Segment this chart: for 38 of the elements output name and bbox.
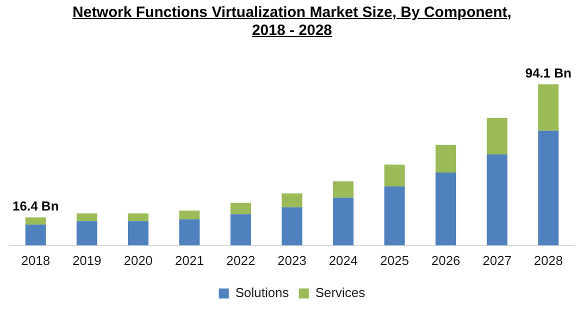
bar: [538, 84, 559, 131]
annotation: 94.1 Bn: [525, 65, 572, 80]
bar: [333, 181, 354, 198]
bar: [384, 186, 405, 246]
x-tick-label: 2023: [278, 252, 306, 268]
x-tick-label: 2019: [72, 252, 102, 268]
x-tick-label: 2020: [124, 252, 153, 268]
bar: [333, 198, 354, 246]
bar: [179, 210, 200, 220]
bar: [230, 214, 251, 246]
annotation: 16.4 Bn: [12, 198, 59, 214]
bar: [486, 154, 508, 246]
x-tick-label: 2018: [21, 252, 50, 268]
bar: [179, 219, 200, 246]
bar: [436, 144, 456, 173]
bar: [76, 221, 98, 246]
bar: [538, 130, 559, 246]
bar: [25, 224, 46, 246]
legend-label: Services: [315, 285, 366, 300]
chart-title: Network Functions Virtualization Market Size, By Component, 2018 - 2028: [72, 3, 512, 41]
bar: [128, 221, 148, 246]
x-tick-label: 2021: [174, 252, 204, 268]
bar: [76, 213, 98, 222]
x-tick-label: 2022: [226, 252, 256, 268]
bar: [25, 217, 46, 225]
legend-label: Solutions: [235, 285, 290, 300]
x-tick-label: 2028: [534, 252, 563, 268]
bar: [282, 193, 302, 208]
bar: [128, 213, 148, 222]
x-tick-label: 2025: [380, 252, 410, 268]
x-tick-label: 2024: [328, 252, 358, 268]
x-tick-label: 2026: [431, 252, 460, 268]
bar: [282, 207, 302, 246]
bar: [486, 118, 508, 154]
bar: [384, 164, 405, 186]
x-tick-label: 2027: [482, 252, 512, 268]
bar: [436, 172, 456, 246]
bar: [230, 202, 251, 214]
